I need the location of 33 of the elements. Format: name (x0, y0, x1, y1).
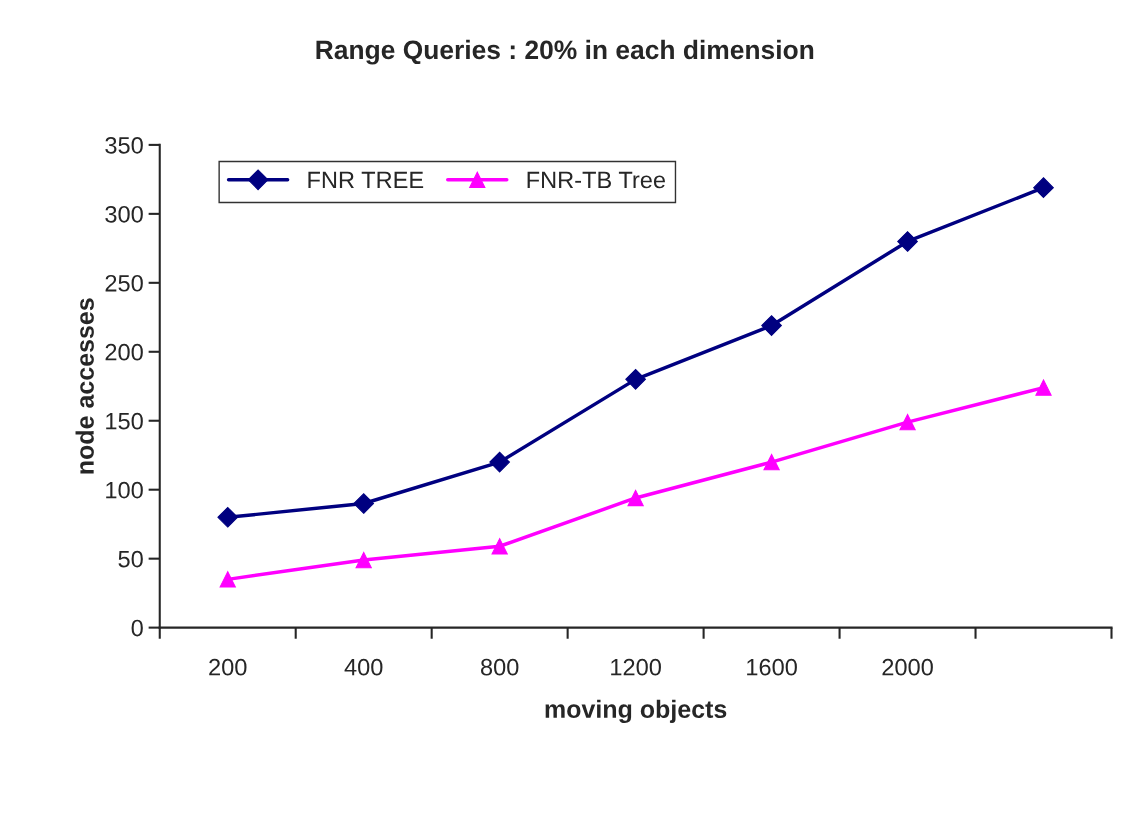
x-tick-label: 200 (209, 658, 247, 676)
chart-title: Range Queries : 20% in each dimension (316, 39, 814, 65)
x-tick-label: 1600 (747, 658, 797, 676)
y-tick-label: 0 (131, 619, 143, 637)
y-tick-label: 350 (105, 136, 143, 154)
point (899, 413, 916, 431)
point (761, 315, 782, 336)
point (763, 453, 780, 471)
point (219, 571, 236, 588)
point (897, 231, 918, 252)
y-tick-label: 200 (105, 343, 143, 361)
y-tick-label: 300 (105, 205, 143, 223)
point (1035, 379, 1052, 396)
point (489, 451, 510, 473)
x-tick-label: 400 (344, 658, 383, 676)
y-axis-title: node accesses (75, 298, 94, 474)
y-tick-label: 50 (118, 550, 143, 568)
x-tick-label: 1200 (611, 658, 661, 676)
legend-label: FNR TREE (308, 171, 424, 189)
point (353, 493, 375, 514)
point (627, 489, 644, 507)
point (491, 538, 508, 555)
point (625, 369, 646, 390)
y-tick-label: 250 (105, 274, 143, 292)
y-tick-label: 100 (106, 481, 143, 499)
point (355, 551, 372, 569)
x-tick-label: 2000 (882, 658, 933, 676)
x-tick-label: 800 (480, 658, 519, 676)
legend-label: FNR-TB Tree (527, 171, 665, 189)
y-tick-label: 150 (106, 412, 143, 430)
x-axis-title: moving objects (545, 699, 727, 724)
point (217, 506, 239, 528)
point (1033, 177, 1054, 198)
